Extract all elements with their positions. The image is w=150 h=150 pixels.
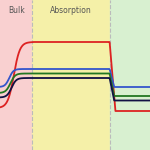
Text: Bulk: Bulk [8,6,25,15]
Bar [110,0,150,150]
Text: Absorption: Absorption [50,6,92,15]
Bar [32,0,110,150]
Bar [0,0,32,150]
